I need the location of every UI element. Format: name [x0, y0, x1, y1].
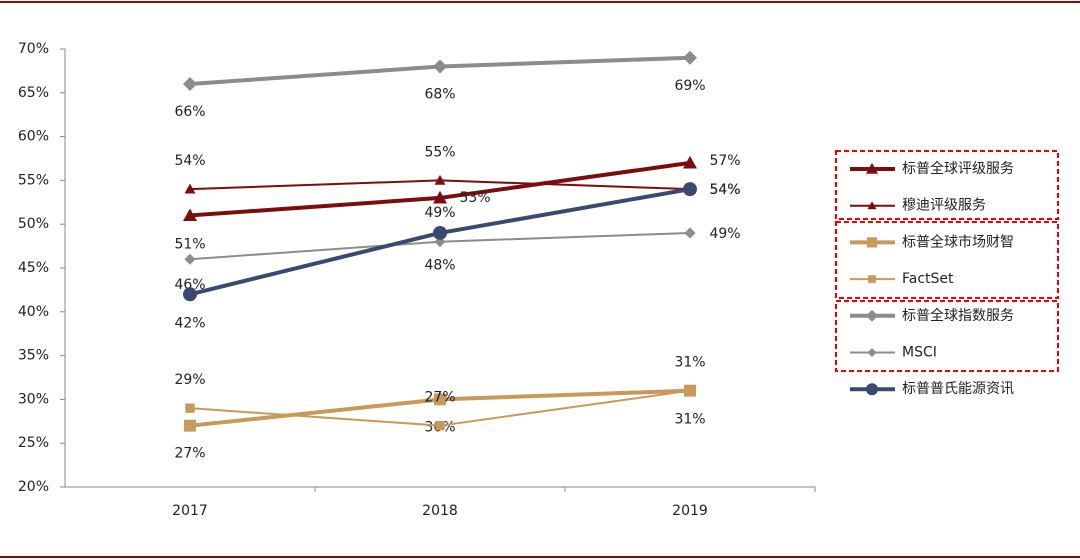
data-label: 54%: [709, 182, 740, 198]
y-tick-label: 50%: [18, 216, 49, 232]
legend-label: 标普全球市场财智: [902, 233, 1014, 250]
legend-label: 标普全球指数服务: [902, 307, 1014, 324]
x-tick-label: 2018: [422, 503, 458, 519]
data-label: 49%: [709, 226, 740, 242]
legend-group-box: [835, 150, 1059, 220]
marker: [867, 348, 877, 357]
marker: [183, 287, 197, 302]
marker: [434, 393, 446, 406]
marker: [435, 421, 445, 431]
data-label: 69%: [674, 78, 705, 94]
legend-label: 穆迪评级服务: [902, 198, 986, 214]
legend-label: 标普全球评级服务: [902, 160, 1014, 177]
legend-label: FactSet: [902, 271, 954, 287]
y-tick-label: 40%: [18, 304, 49, 320]
x-tick-label: 2017: [172, 503, 208, 519]
y-tick-label: 25%: [18, 435, 49, 451]
marker: [184, 419, 196, 432]
marker: [866, 383, 878, 396]
marker: [683, 182, 697, 197]
marker: [433, 59, 447, 74]
marker: [868, 275, 876, 283]
y-tick-label: 45%: [18, 260, 49, 276]
data-label: 29%: [174, 372, 205, 388]
marker: [866, 163, 878, 174]
data-label: 53%: [459, 190, 490, 206]
data-label: 55%: [424, 144, 455, 160]
legend-label: 标普普氏能源资讯: [902, 381, 1014, 397]
marker: [434, 174, 446, 185]
data-label: 31%: [674, 412, 705, 428]
marker: [433, 190, 447, 204]
y-tick-label: 20%: [18, 479, 49, 495]
x-tick-label: 2019: [672, 503, 708, 519]
data-label: 68%: [424, 87, 455, 103]
marker: [684, 227, 696, 239]
data-label: 66%: [174, 104, 205, 120]
marker: [683, 50, 697, 65]
data-label: 54%: [709, 182, 740, 198]
marker: [184, 253, 196, 265]
marker: [433, 225, 447, 240]
marker: [866, 237, 878, 248]
data-label: 48%: [424, 258, 455, 274]
y-tick-label: 65%: [18, 85, 49, 101]
y-tick-label: 30%: [18, 391, 49, 407]
marker: [184, 183, 196, 194]
marker: [867, 201, 877, 210]
y-tick-label: 70%: [18, 41, 49, 57]
y-tick-label: 60%: [18, 129, 49, 145]
marker: [183, 208, 197, 222]
data-label: 27%: [174, 446, 205, 462]
data-label: 42%: [174, 315, 205, 331]
marker: [683, 155, 697, 169]
data-label: 54%: [174, 153, 205, 169]
data-label: 51%: [174, 236, 205, 252]
legend-group-box: [835, 300, 1059, 372]
y-tick-label: 35%: [18, 348, 49, 364]
marker: [185, 403, 195, 413]
data-label: 57%: [709, 153, 740, 169]
marker: [183, 77, 197, 92]
data-label: 46%: [174, 277, 205, 293]
legend-label: MSCI: [902, 345, 937, 361]
data-label: 49%: [424, 205, 455, 221]
data-label: 31%: [674, 355, 705, 371]
data-label: 27%: [424, 390, 455, 406]
y-tick-label: 55%: [18, 172, 49, 188]
marker: [866, 309, 878, 322]
legend-group-box: [835, 221, 1059, 299]
marker: [685, 385, 695, 396]
